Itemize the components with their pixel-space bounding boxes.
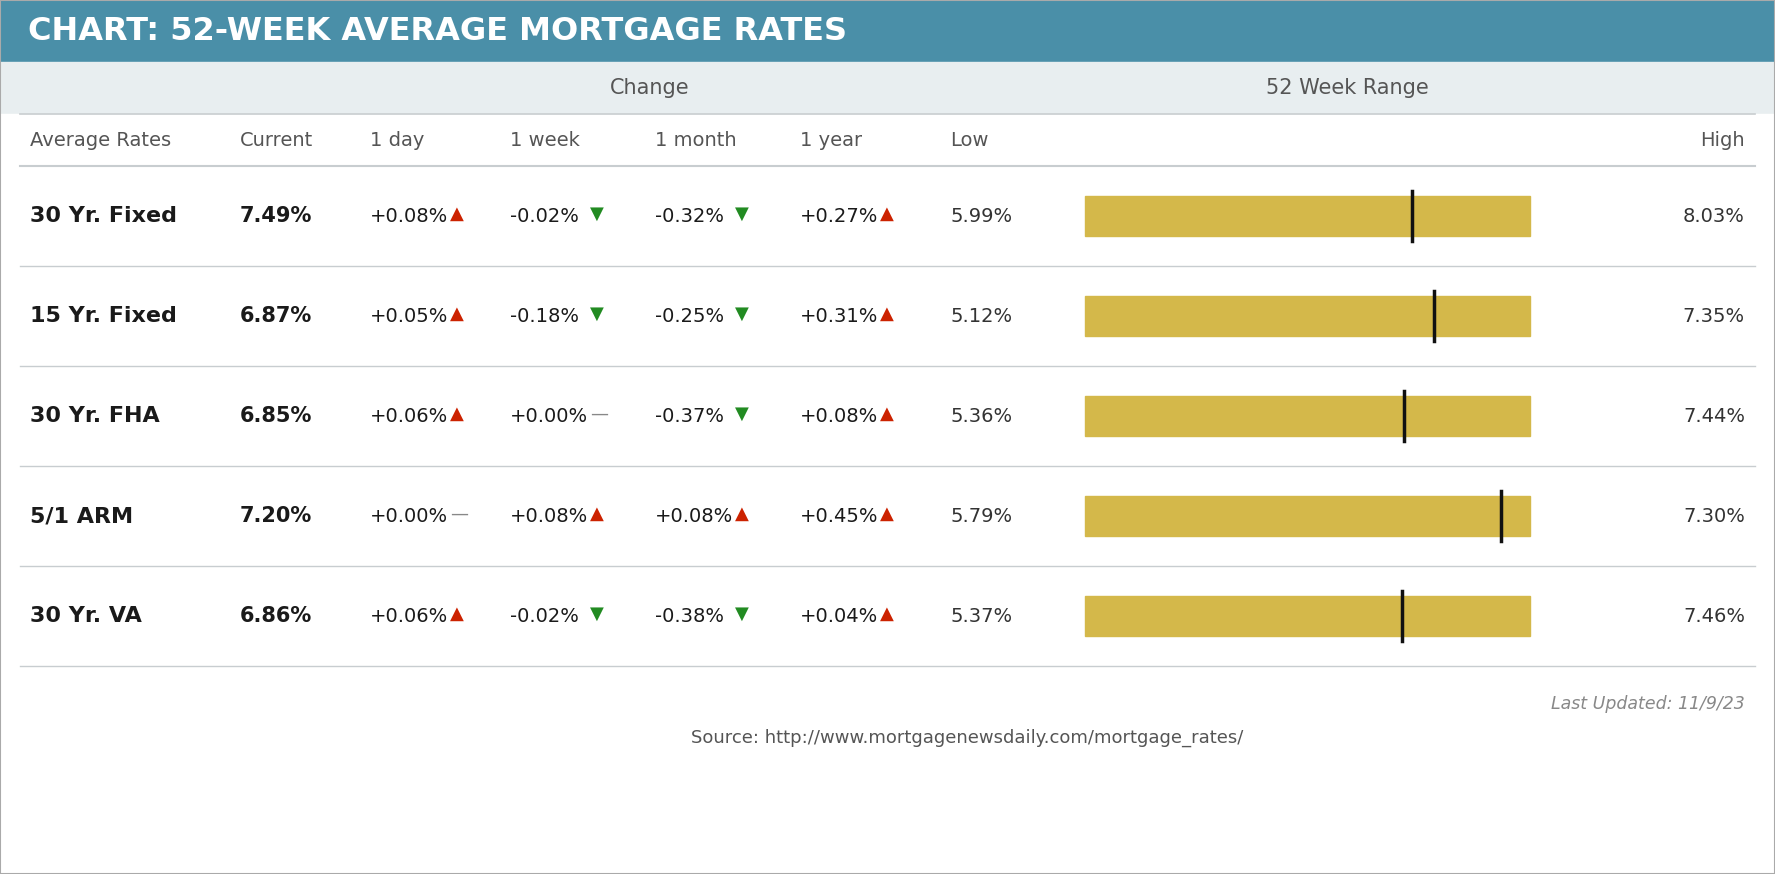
Text: 7.46%: 7.46% <box>1683 607 1745 626</box>
Text: 6.87%: 6.87% <box>240 306 312 326</box>
Text: Source: http://www.mortgagenewsdaily.com/mortgage_rates/: Source: http://www.mortgagenewsdaily.com… <box>690 729 1244 747</box>
Bar <box>0 62 1775 114</box>
Text: ▼: ▼ <box>735 205 749 223</box>
Text: 5.37%: 5.37% <box>950 607 1012 626</box>
Text: ▲: ▲ <box>451 405 463 423</box>
Bar <box>1085 496 1530 536</box>
Text: 1 month: 1 month <box>655 130 737 149</box>
Text: +0.05%: +0.05% <box>369 307 449 325</box>
Text: -0.25%: -0.25% <box>655 307 724 325</box>
Text: 5.36%: 5.36% <box>950 406 1012 426</box>
Text: 6.86%: 6.86% <box>240 606 312 626</box>
Text: 6.85%: 6.85% <box>240 406 312 426</box>
Bar <box>0 466 1775 566</box>
Text: ▲: ▲ <box>589 505 604 523</box>
Text: —: — <box>589 405 609 423</box>
Text: ▼: ▼ <box>589 305 604 323</box>
Text: -0.37%: -0.37% <box>655 406 724 426</box>
Text: +0.27%: +0.27% <box>801 206 879 225</box>
Text: Low: Low <box>950 130 989 149</box>
Text: +0.06%: +0.06% <box>369 607 449 626</box>
Text: ▼: ▼ <box>589 205 604 223</box>
Text: 5.79%: 5.79% <box>950 507 1012 525</box>
Text: -0.38%: -0.38% <box>655 607 724 626</box>
Text: 7.35%: 7.35% <box>1683 307 1745 325</box>
Text: -0.18%: -0.18% <box>509 307 579 325</box>
Text: ▼: ▼ <box>735 405 749 423</box>
Text: 52 Week Range: 52 Week Range <box>1266 78 1429 98</box>
Text: —: — <box>451 505 469 523</box>
Text: ▼: ▼ <box>735 305 749 323</box>
Text: CHART: 52-WEEK AVERAGE MORTGAGE RATES: CHART: 52-WEEK AVERAGE MORTGAGE RATES <box>28 16 847 46</box>
Bar <box>0 114 1775 166</box>
Text: 5.12%: 5.12% <box>950 307 1012 325</box>
Text: Average Rates: Average Rates <box>30 130 170 149</box>
Text: 1 year: 1 year <box>801 130 863 149</box>
Text: ▼: ▼ <box>735 605 749 623</box>
Text: +0.08%: +0.08% <box>509 507 588 525</box>
Text: Change: Change <box>611 78 690 98</box>
Text: ▲: ▲ <box>880 305 895 323</box>
Text: -0.02%: -0.02% <box>509 607 579 626</box>
Text: +0.06%: +0.06% <box>369 406 449 426</box>
Text: Current: Current <box>240 130 312 149</box>
Text: 1 day: 1 day <box>369 130 424 149</box>
Text: 15 Yr. Fixed: 15 Yr. Fixed <box>30 306 178 326</box>
Bar <box>0 366 1775 466</box>
Text: ▲: ▲ <box>880 605 895 623</box>
Text: High: High <box>1700 130 1745 149</box>
Text: +0.04%: +0.04% <box>801 607 879 626</box>
Bar <box>1085 596 1530 636</box>
Text: -0.02%: -0.02% <box>509 206 579 225</box>
Text: ▲: ▲ <box>451 605 463 623</box>
Text: Last Updated: 11/9/23: Last Updated: 11/9/23 <box>1551 695 1745 713</box>
Text: +0.00%: +0.00% <box>369 507 447 525</box>
Text: ▲: ▲ <box>735 505 749 523</box>
Bar <box>1085 396 1530 436</box>
Text: +0.00%: +0.00% <box>509 406 588 426</box>
Text: +0.31%: +0.31% <box>801 307 879 325</box>
Text: +0.08%: +0.08% <box>369 206 449 225</box>
Text: +0.08%: +0.08% <box>801 406 879 426</box>
Text: ▲: ▲ <box>451 205 463 223</box>
Bar <box>0 266 1775 366</box>
Text: ▲: ▲ <box>451 305 463 323</box>
Text: 7.44%: 7.44% <box>1683 406 1745 426</box>
Text: 5/1 ARM: 5/1 ARM <box>30 506 133 526</box>
Text: 7.20%: 7.20% <box>240 506 312 526</box>
Text: 7.30%: 7.30% <box>1683 507 1745 525</box>
Text: ▲: ▲ <box>880 505 895 523</box>
Text: 30 Yr. FHA: 30 Yr. FHA <box>30 406 160 426</box>
Text: 1 week: 1 week <box>509 130 580 149</box>
Text: -0.32%: -0.32% <box>655 206 724 225</box>
Bar <box>0 0 1775 62</box>
Text: +0.08%: +0.08% <box>655 507 733 525</box>
Text: ▲: ▲ <box>880 205 895 223</box>
Bar <box>1085 196 1530 236</box>
Bar <box>0 566 1775 666</box>
Text: ▼: ▼ <box>589 605 604 623</box>
Text: 8.03%: 8.03% <box>1683 206 1745 225</box>
Bar <box>1085 296 1530 336</box>
Text: 5.99%: 5.99% <box>950 206 1012 225</box>
Text: 7.49%: 7.49% <box>240 206 312 226</box>
Bar <box>0 166 1775 266</box>
Text: 30 Yr. Fixed: 30 Yr. Fixed <box>30 206 178 226</box>
Text: 30 Yr. VA: 30 Yr. VA <box>30 606 142 626</box>
Text: +0.45%: +0.45% <box>801 507 879 525</box>
Text: ▲: ▲ <box>880 405 895 423</box>
